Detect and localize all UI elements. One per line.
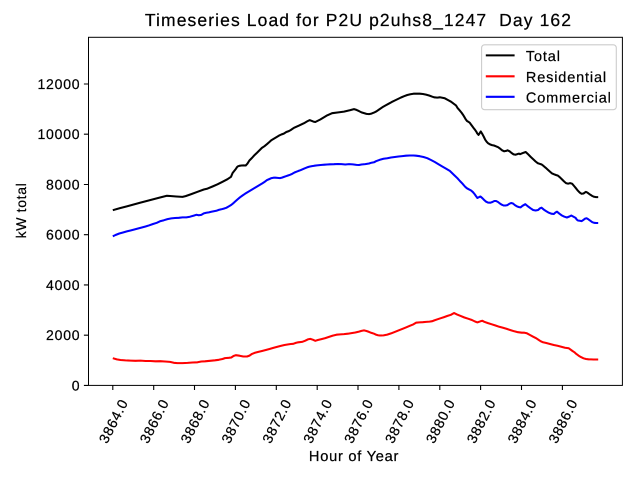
svg-text:Total: Total (526, 49, 561, 65)
svg-text:Commercial: Commercial (526, 90, 612, 106)
svg-text:2000: 2000 (46, 327, 80, 343)
svg-text:12000: 12000 (37, 76, 80, 92)
svg-text:6000: 6000 (46, 227, 80, 243)
svg-text:Residential: Residential (526, 70, 607, 86)
svg-text:Hour of Year: Hour of Year (309, 449, 399, 465)
svg-text:4000: 4000 (46, 277, 80, 293)
svg-text:0: 0 (72, 377, 81, 393)
svg-text:Timeseries Load for P2U p2uhs8: Timeseries Load for P2U p2uhs8_1247 Day … (145, 10, 572, 30)
svg-text:kW total: kW total (13, 183, 29, 239)
svg-text:10000: 10000 (37, 126, 80, 142)
svg-text:8000: 8000 (46, 176, 80, 192)
